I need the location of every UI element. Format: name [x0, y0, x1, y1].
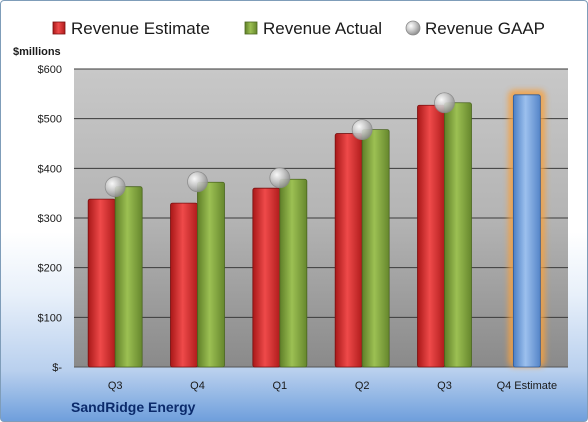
bar-revenue-actual: [361, 129, 390, 368]
y-tick-label: $500: [38, 114, 62, 126]
marker-revenue-gaap: [269, 167, 291, 189]
bar-revenue-actual: [114, 186, 143, 368]
bar-revenue-estimate: [334, 133, 363, 368]
bar-q4-estimate: [512, 94, 541, 368]
x-tick-label: Q2: [355, 380, 370, 392]
x-tick-label: Q4 Estimate: [497, 380, 558, 392]
legend-label: Revenue Estimate: [71, 19, 210, 38]
legend-label: Revenue GAAP: [425, 19, 545, 38]
y-tick-label: $600: [38, 64, 62, 76]
legend-swatch: [244, 21, 258, 35]
y-tick-label: $300: [38, 213, 62, 225]
legend-swatch: [405, 20, 421, 36]
legend: Revenue Estimate Revenue Actual Revenue GA…: [52, 19, 545, 38]
y-tick-label: $400: [38, 163, 62, 175]
bar-revenue-actual: [197, 181, 225, 368]
x-tick-label: Q1: [272, 380, 287, 392]
marker-revenue-gaap: [434, 92, 455, 114]
y-tick-label: $200: [38, 263, 62, 275]
y-tick-label: $100: [38, 312, 62, 324]
marker-revenue-gaap: [187, 171, 208, 193]
unit-label: $millions: [13, 46, 61, 58]
company-name: SandRidge Energy: [71, 399, 196, 415]
x-tick-label: Q4: [190, 380, 205, 392]
marker-revenue-gaap: [104, 176, 126, 198]
bar-revenue-estimate: [170, 202, 198, 368]
bar-revenue-estimate: [417, 104, 445, 368]
x-tick-label: Q3: [108, 380, 123, 392]
x-tick-label: Q3: [437, 380, 452, 392]
gaap-markers: [104, 92, 455, 198]
bar-revenue-actual: [279, 178, 308, 368]
x-axis: Q3 Q4 Q1 Q2 Q3 Q4 Estimate: [108, 380, 557, 392]
marker-revenue-gaap: [351, 119, 373, 140]
bar-revenue-actual: [444, 102, 472, 368]
legend-label: Revenue Actual: [263, 19, 382, 38]
y-axis: $- $100 $200 $300 $400 $500 $600: [38, 64, 63, 374]
y-tick-label: $-: [52, 362, 62, 374]
bar-revenue-estimate: [252, 187, 281, 368]
bar-revenue-estimate: [87, 198, 116, 368]
gridlines: [74, 68, 568, 368]
bars: [87, 89, 546, 368]
legend-swatch: [52, 21, 66, 35]
